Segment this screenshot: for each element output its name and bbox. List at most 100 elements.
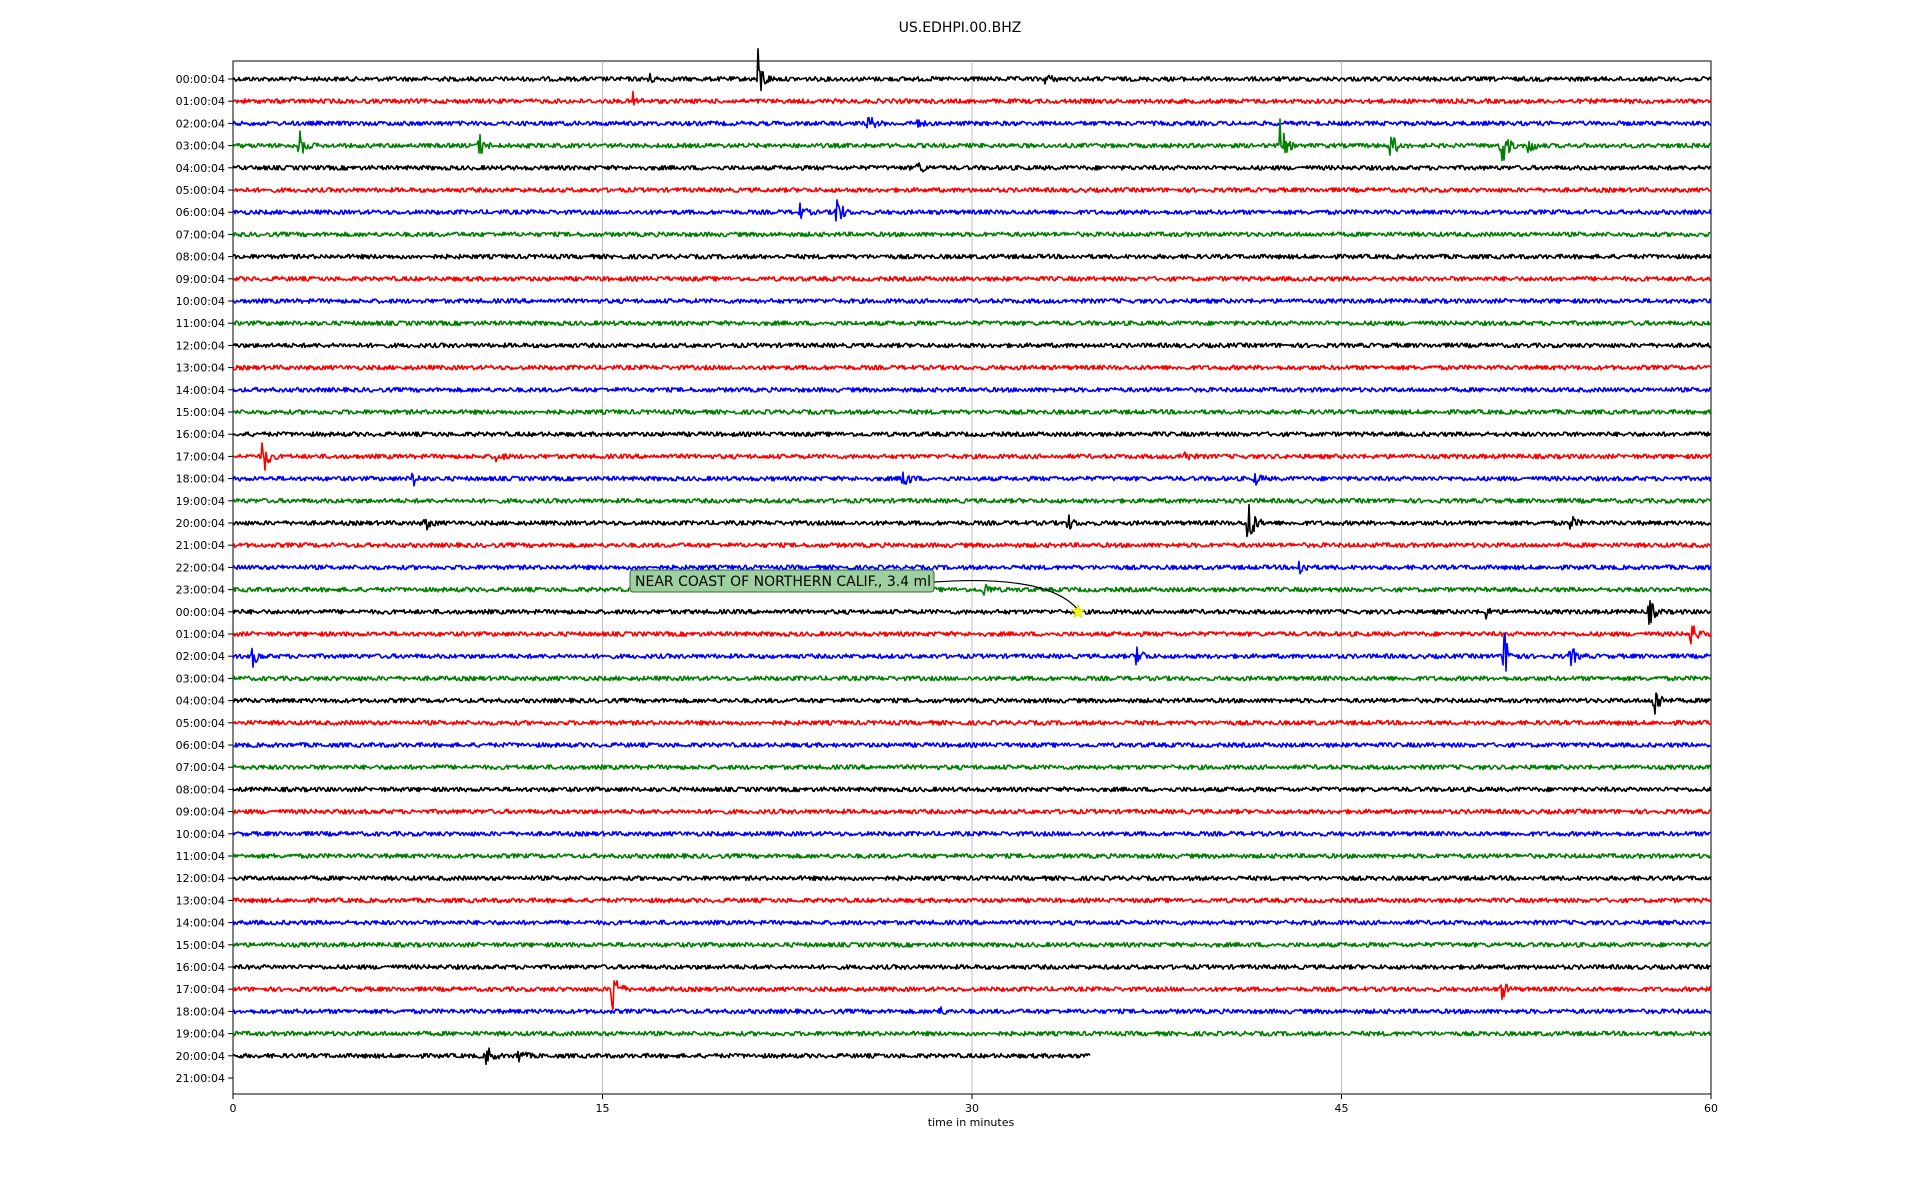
row-label: 20:00:04 (176, 1050, 225, 1063)
trace-row-40 (232, 964, 1712, 970)
trace-row-6 (233, 199, 1712, 222)
annotation-arrow (933, 579, 1079, 611)
trace-row-19 (232, 497, 1712, 504)
row-label: 00:00:04 (176, 606, 225, 619)
row-label: 21:00:04 (176, 1072, 225, 1085)
row-label: 09:00:04 (176, 806, 225, 819)
annotation-text: NEAR COAST OF NORTHERN CALIF., 3.4 ml (635, 574, 931, 590)
trace-row-5 (232, 187, 1712, 193)
row-label: 10:00:04 (176, 828, 225, 841)
x-ticks: 0 15 30 45 60 (230, 1094, 1718, 1115)
row-label: 05:00:04 (176, 717, 225, 730)
row-label: 12:00:04 (176, 872, 225, 885)
event-star-marker (1070, 603, 1086, 619)
row-label: 13:00:04 (176, 362, 225, 375)
row-label: 01:00:04 (176, 628, 225, 641)
row-label: 05:00:04 (176, 184, 225, 197)
trace-row-18 (232, 471, 1712, 487)
trace-row-11 (232, 320, 1712, 327)
trace-row-43 (232, 1030, 1712, 1037)
row-label: 07:00:04 (176, 761, 225, 774)
event-annotation: NEAR COAST OF NORTHERN CALIF., 3.4 ml (629, 569, 1086, 619)
trace-row-0 (232, 48, 1712, 92)
trace-row-9 (232, 275, 1712, 282)
trace-row-1 (232, 90, 1712, 106)
x-axis-label: time in minutes (928, 1116, 1015, 1129)
row-label: 15:00:04 (176, 939, 225, 952)
row-label: 02:00:04 (176, 117, 225, 130)
row-label: 23:00:04 (176, 584, 225, 597)
annotation-box (629, 569, 935, 593)
trace-row-4 (232, 162, 1712, 173)
trace-row-34 (232, 830, 1712, 837)
trace-row-33 (233, 808, 1712, 815)
row-label: 03:00:04 (176, 672, 225, 685)
row-label: 11:00:04 (176, 317, 225, 330)
trace-row-10 (232, 298, 1712, 304)
trace-row-31 (232, 764, 1712, 771)
row-label: 10:00:04 (176, 295, 225, 308)
x-tick-label: 45 (1335, 1102, 1349, 1115)
trace-row-30 (233, 742, 1712, 748)
trace-row-22 (232, 560, 1712, 575)
trace-row-13 (232, 364, 1712, 371)
trace-row-29 (232, 719, 1712, 726)
row-label: 04:00:04 (176, 695, 225, 708)
row-label: 22:00:04 (176, 561, 225, 574)
row-label: 20:00:04 (176, 517, 225, 530)
row-label: 18:00:04 (176, 473, 225, 486)
row-label: 08:00:04 (176, 783, 225, 796)
trace-row-14 (232, 386, 1712, 393)
row-label: 04:00:04 (176, 162, 225, 175)
trace-row-20 (232, 503, 1712, 538)
x-tick-label: 30 (965, 1102, 979, 1115)
trace-row-28 (232, 692, 1712, 715)
row-label: 06:00:04 (176, 739, 225, 752)
row-label: 11:00:04 (176, 850, 225, 863)
trace-row-32 (232, 786, 1712, 793)
trace-row-15 (232, 409, 1712, 415)
trace-row-36 (232, 875, 1712, 882)
row-label: 12:00:04 (176, 339, 225, 352)
row-label: 07:00:04 (176, 228, 225, 241)
row-label: 08:00:04 (176, 251, 225, 264)
trace-row-35 (232, 853, 1712, 859)
row-label: 14:00:04 (176, 917, 225, 930)
trace-row-38 (232, 919, 1712, 926)
trace-row-25 (232, 625, 1712, 645)
trace-row-2 (232, 116, 1712, 129)
x-tick-label: 60 (1704, 1102, 1718, 1115)
trace-row-16 (232, 431, 1712, 438)
row-label: 16:00:04 (176, 961, 225, 974)
trace-row-44 (232, 1047, 1091, 1066)
row-label: 00:00:04 (176, 73, 225, 86)
row-label: 15:00:04 (176, 406, 225, 419)
trace-row-37 (232, 897, 1712, 904)
trace-row-21 (232, 542, 1712, 549)
chart-title: US.EDHPI.00.BHZ (898, 20, 1022, 36)
row-label: 19:00:04 (176, 1028, 225, 1041)
trace-row-41 (232, 980, 1712, 1010)
trace-layer (232, 48, 1712, 1066)
row-label: 01:00:04 (176, 95, 225, 108)
row-label: 06:00:04 (176, 206, 225, 219)
trace-row-8 (232, 253, 1712, 260)
trace-row-24 (232, 600, 1712, 625)
row-label: 14:00:04 (176, 384, 225, 397)
row-label: 09:00:04 (176, 273, 225, 286)
x-tick-label: 0 (230, 1102, 237, 1115)
trace-row-42 (232, 1006, 1712, 1015)
row-label: 02:00:04 (176, 650, 225, 663)
row-label: 18:00:04 (176, 1005, 225, 1018)
trace-row-39 (232, 941, 1712, 948)
trace-row-26 (232, 632, 1712, 672)
row-label: 17:00:04 (176, 450, 225, 463)
row-label: 13:00:04 (176, 894, 225, 907)
trace-row-7 (232, 231, 1712, 238)
trace-row-27 (232, 675, 1712, 682)
row-label: 03:00:04 (176, 140, 225, 153)
row-label: 21:00:04 (176, 539, 225, 552)
trace-row-3 (232, 118, 1712, 162)
trace-row-12 (232, 342, 1712, 349)
